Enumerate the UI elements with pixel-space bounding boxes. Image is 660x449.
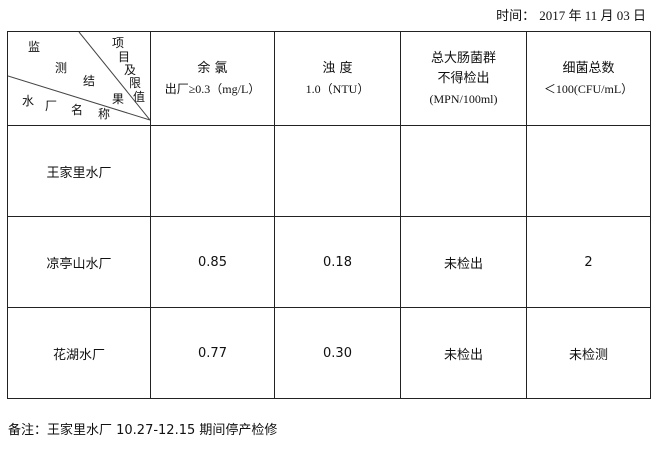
plant-name: 花湖水厂 — [7, 307, 151, 399]
column-header-coliform: 总大肠菌群不得检出 (MPN/100ml) — [400, 31, 527, 126]
footnote: 备注：王家里水厂 10.27-12.15 期间停产检修 — [8, 423, 278, 438]
corner-text: 项 — [112, 36, 125, 50]
corner-text: 监 — [28, 40, 41, 54]
cell — [150, 125, 275, 217]
table-row: 凉亭山水厂 0.85 0.18 未检出 2 — [7, 216, 651, 308]
diagonal-lines — [8, 32, 150, 121]
column-header-bacteria: 细菌总数 ＜100(CFU/mL） — [526, 31, 651, 126]
corner-text: 结 — [83, 74, 96, 88]
header-row: 项 目 及 限 值 监 测 结 果 水 厂 名 称 余 氯出厂≥0.3（mg/L… — [7, 31, 651, 126]
date-label: 时间： — [496, 9, 536, 24]
corner-text: 水 — [22, 94, 35, 108]
corner-text: 果 — [112, 92, 125, 106]
corner-text: 厂 — [45, 99, 58, 113]
corner-text: 限 — [129, 76, 142, 90]
header-line: 细菌总数 — [562, 60, 615, 76]
cell: 未检出 — [400, 216, 527, 308]
header-line: 出厂≥0.3（mg/L） — [164, 81, 261, 96]
header-line: 不得检出 — [437, 70, 490, 86]
cell — [526, 125, 651, 217]
corner-text: 及 — [124, 63, 137, 77]
corner-text: 值 — [133, 90, 146, 104]
header-line: 浊 度 — [322, 60, 353, 76]
corner-text: 名 — [71, 103, 84, 117]
header-line: 总大肠菌群 — [430, 50, 496, 66]
cell: 0.85 — [150, 216, 275, 308]
cell: 0.18 — [274, 216, 401, 308]
header-line: 余 氯 — [197, 60, 228, 76]
report-date: 时间： 2017 年 11 月 03 日 — [496, 5, 646, 24]
cell: 未检出 — [400, 307, 527, 399]
column-header-chlorine: 余 氯出厂≥0.3（mg/L） — [150, 31, 275, 126]
corner-text: 目 — [118, 50, 131, 64]
table-row: 王家里水厂 — [7, 125, 651, 217]
cell — [400, 125, 527, 217]
table-row: 花湖水厂 0.77 0.30 未检出 未检测 — [7, 307, 651, 399]
header-line: ＜100(CFU/mL） — [543, 81, 634, 96]
header-line: (MPN/100ml) — [429, 91, 498, 106]
cell: 未检测 — [526, 307, 651, 399]
date-value: 2017 年 11 月 03 日 — [539, 8, 646, 23]
corner-header: 项 目 及 限 值 监 测 结 果 水 厂 名 称 — [7, 31, 151, 126]
water-quality-table: 项 目 及 限 值 监 测 结 果 水 厂 名 称 余 氯出厂≥0.3（mg/L… — [7, 31, 651, 399]
cell: 2 — [526, 216, 651, 308]
corner-text: 测 — [55, 61, 68, 75]
plant-name: 凉亭山水厂 — [7, 216, 151, 308]
header-line: 1.0（NTU） — [305, 81, 370, 96]
corner-text: 称 — [98, 107, 111, 121]
cell: 0.30 — [274, 307, 401, 399]
plant-name: 王家里水厂 — [7, 125, 151, 217]
cell — [274, 125, 401, 217]
cell: 0.77 — [150, 307, 275, 399]
column-header-turbidity: 浊 度 1.0（NTU） — [274, 31, 401, 126]
